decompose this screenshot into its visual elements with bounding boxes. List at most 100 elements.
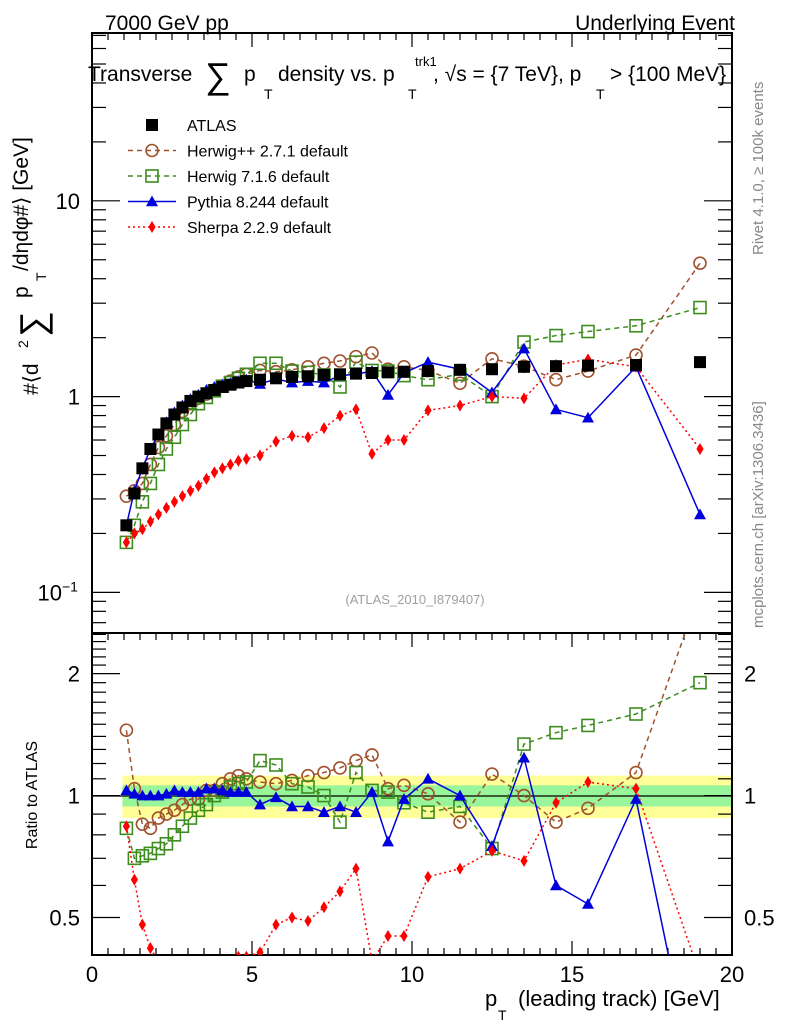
ratio-point bbox=[382, 835, 394, 847]
data-point bbox=[130, 527, 138, 540]
data-point bbox=[550, 403, 562, 415]
ratio-point bbox=[199, 797, 214, 812]
ratio-point bbox=[334, 800, 346, 812]
ratio-point bbox=[694, 585, 706, 597]
ratio-point bbox=[176, 786, 189, 797]
data-point bbox=[178, 490, 186, 503]
ratio-point bbox=[693, 675, 707, 690]
ratio-point bbox=[517, 788, 531, 803]
data-point bbox=[136, 462, 149, 475]
svg-text:Transverse: Transverse bbox=[88, 63, 192, 86]
data-point bbox=[382, 366, 394, 379]
data-point bbox=[120, 519, 133, 532]
main-y-axis-label: #⟨d 2 ∑ p T /dηdφ#⟩ [GeV] bbox=[10, 137, 53, 395]
data-point bbox=[286, 370, 298, 383]
ratio-point bbox=[144, 789, 157, 801]
series-herwig-2-7-1-default bbox=[119, 256, 707, 503]
data-point bbox=[422, 356, 434, 367]
legend-marker bbox=[145, 169, 159, 183]
data-point bbox=[269, 356, 283, 371]
ratio-point bbox=[286, 800, 298, 812]
y-tick-label-exponent: −1 bbox=[62, 578, 78, 594]
data-point bbox=[334, 368, 346, 381]
data-point bbox=[146, 515, 154, 528]
data-point bbox=[304, 431, 312, 444]
ratio-point bbox=[163, 964, 170, 976]
data-point bbox=[694, 356, 706, 369]
ratio-point bbox=[517, 737, 531, 751]
plot-title: Transverse ∑ p T density vs. p trk1 T , … bbox=[88, 54, 726, 102]
data-point bbox=[365, 346, 379, 360]
ratio-point bbox=[485, 767, 499, 781]
ratio-point bbox=[179, 974, 186, 986]
ratio-point bbox=[146, 942, 154, 955]
data-point bbox=[550, 360, 562, 373]
title-p: p bbox=[244, 63, 256, 86]
data-point bbox=[629, 318, 643, 333]
series-pythia-8-244-default bbox=[120, 342, 706, 531]
ratio-point bbox=[550, 879, 562, 891]
data-point bbox=[162, 501, 170, 514]
rivet-version-text: Rivet 4.1.0, ≥ 100k events bbox=[750, 82, 767, 255]
data-point bbox=[256, 449, 264, 462]
title-part-b: density vs. p bbox=[278, 63, 395, 86]
data-point bbox=[318, 368, 330, 381]
data-point bbox=[242, 452, 250, 465]
ratio-point bbox=[135, 817, 150, 831]
header-left: 7000 GeV pp bbox=[105, 12, 229, 35]
ratio-point bbox=[424, 870, 432, 883]
data-point bbox=[240, 375, 253, 388]
title-part-c: , √s = {7 TeV}, p bbox=[433, 63, 581, 86]
ratio-point bbox=[192, 786, 205, 797]
title-part-a: Transverse bbox=[88, 63, 192, 86]
ratio-point bbox=[368, 955, 375, 967]
data-point bbox=[518, 342, 530, 354]
data-point bbox=[320, 422, 328, 435]
ratio-y-tick-label-right: 1 bbox=[744, 784, 756, 809]
data-point bbox=[138, 523, 146, 536]
x-tick-label: 5 bbox=[246, 962, 258, 987]
ratio-series-sherpa-2-2-9-default bbox=[122, 776, 694, 986]
data-point bbox=[234, 454, 242, 467]
legend-label: Pythia 8.244 default bbox=[187, 195, 329, 212]
ratio-point bbox=[421, 805, 435, 819]
ratio-point bbox=[254, 798, 266, 810]
y-tick-label: 1 bbox=[68, 385, 80, 410]
ratio-point bbox=[365, 748, 379, 762]
x-tick-label: 10 bbox=[400, 962, 424, 987]
ratio-y-tick-label: 1 bbox=[68, 784, 80, 809]
x-tick-label: 0 bbox=[86, 962, 98, 987]
ratio-point bbox=[421, 787, 435, 801]
title-sup-trk1: trk1 bbox=[415, 54, 437, 69]
legend-entry: Sherpa 2.2.9 default bbox=[128, 220, 332, 237]
series-sherpa-2-2-9-default bbox=[122, 353, 704, 549]
ratio-series-pythia-8-244-default bbox=[120, 751, 670, 955]
data-point bbox=[175, 417, 190, 432]
data-point bbox=[366, 366, 378, 379]
ratio-point bbox=[333, 815, 347, 829]
data-point bbox=[400, 434, 408, 447]
ratio-point bbox=[138, 918, 146, 931]
series-line bbox=[125, 347, 701, 526]
series-line bbox=[125, 262, 701, 497]
ratio-series-herwig-7-1-6-default bbox=[119, 675, 707, 866]
ratio-point bbox=[160, 787, 173, 799]
ratio-point bbox=[349, 765, 363, 780]
x-tick-label: 15 bbox=[560, 962, 584, 987]
ratio-point bbox=[184, 786, 197, 797]
ratio-point bbox=[488, 844, 496, 857]
data-point bbox=[253, 356, 267, 371]
legend-entry: ATLAS bbox=[146, 118, 237, 135]
data-point bbox=[453, 376, 467, 391]
ylabel-p: p bbox=[10, 286, 33, 298]
ratio-point bbox=[211, 960, 218, 972]
data-point bbox=[454, 363, 466, 376]
ratio-point bbox=[200, 782, 213, 794]
ratio-point bbox=[269, 776, 283, 791]
x-axis-label: p T (leading track) [GeV] bbox=[485, 986, 720, 1023]
data-point bbox=[154, 508, 162, 521]
y-tick-label: 10 bbox=[56, 189, 80, 214]
ratio-point bbox=[422, 772, 434, 784]
